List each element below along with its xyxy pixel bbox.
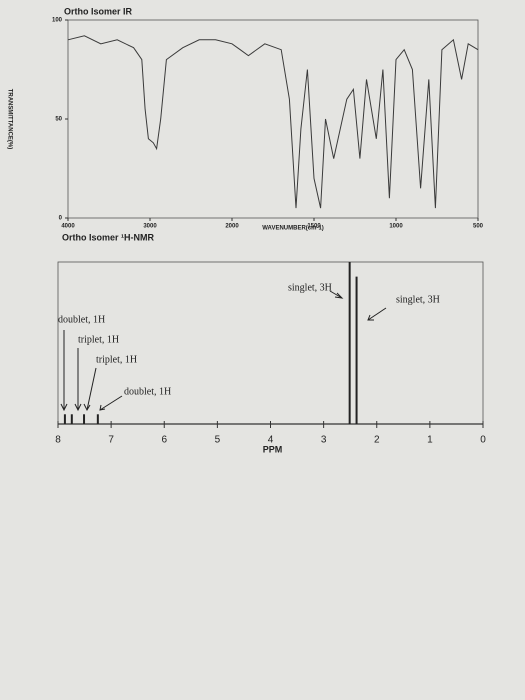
y-tick-label: 50 — [55, 117, 62, 123]
annotation: triplet, 1H — [78, 334, 119, 345]
chart-title: Ortho Isomer IR — [64, 6, 133, 16]
x-tick-label: 2 — [374, 435, 380, 446]
x-axis-label: PPM — [263, 444, 283, 454]
annotation: singlet, 3H — [396, 294, 440, 305]
x-tick-label: 1000 — [389, 224, 403, 230]
x-tick-label: 8 — [55, 435, 61, 446]
chart-title: Ortho Isomer ¹H-NMR — [62, 232, 155, 242]
x-axis-label: WAVENUMBER(cm-1) — [262, 226, 324, 232]
annotation: doublet, 1H — [58, 314, 105, 325]
annotation: doublet, 1H — [124, 386, 171, 397]
x-tick-label: 5 — [215, 435, 221, 446]
x-tick-label: 3 — [321, 435, 327, 446]
x-tick-label: 7 — [108, 435, 114, 446]
ir-trace — [67, 35, 479, 209]
x-tick-label: 1500 — [307, 224, 321, 230]
y-axis-label: TRANSMITTANCE(%) — [6, 89, 12, 150]
x-tick-label: 4000 — [61, 224, 75, 230]
annotation-arrows — [60, 290, 387, 412]
x-tick-label: 500 — [473, 224, 484, 230]
x-tick-label: 0 — [480, 435, 486, 446]
annotation: triplet, 1H — [96, 354, 137, 365]
x-tick-label: 1 — [427, 435, 433, 446]
x-tick-label: 6 — [161, 435, 167, 446]
x-tick-label: 2000 — [225, 224, 239, 230]
x-tick-label: 3000 — [143, 224, 157, 230]
y-tick-label: 100 — [52, 18, 63, 24]
x-tick-label: 4 — [268, 435, 274, 446]
y-tick-label: 0 — [59, 216, 63, 222]
annotation: singlet, 3H — [288, 282, 332, 293]
